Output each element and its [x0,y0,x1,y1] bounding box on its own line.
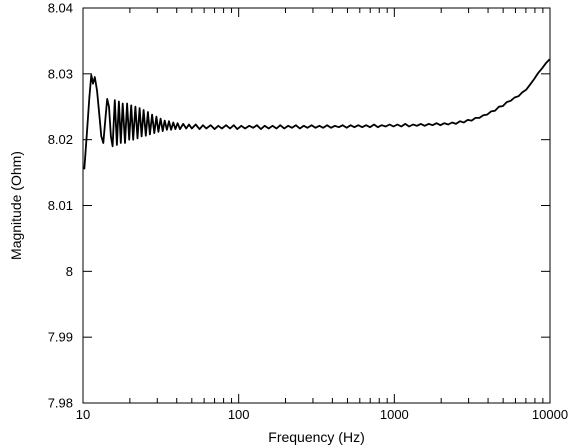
plot-frame [82,7,551,404]
x-axis-ticks: 10 100 1000 10000 [76,8,568,422]
series-line [83,58,551,170]
y-axis-ticks: 7.98 7.99 8 8.01 8.02 8.03 8.04 [48,1,550,411]
y-tick-label: 7.99 [48,330,73,345]
y-tick-label: 8.03 [48,66,73,81]
x-tick-label: 1000 [380,407,409,422]
y-axis-label: Magnitude (Ohm) [8,151,24,260]
x-axis-label: Frequency (Hz) [268,429,364,445]
y-tick-label: 8.02 [48,132,73,147]
x-tick-label: 10 [76,407,90,422]
y-tick-label: 8 [66,264,73,279]
y-tick-label: 8.04 [48,1,73,16]
x-tick-label: 10000 [532,407,568,422]
plot-area [82,7,551,404]
y-tick-label: 8.01 [48,198,73,213]
x-tick-label: 100 [228,407,250,422]
y-tick-label: 7.98 [48,396,73,411]
